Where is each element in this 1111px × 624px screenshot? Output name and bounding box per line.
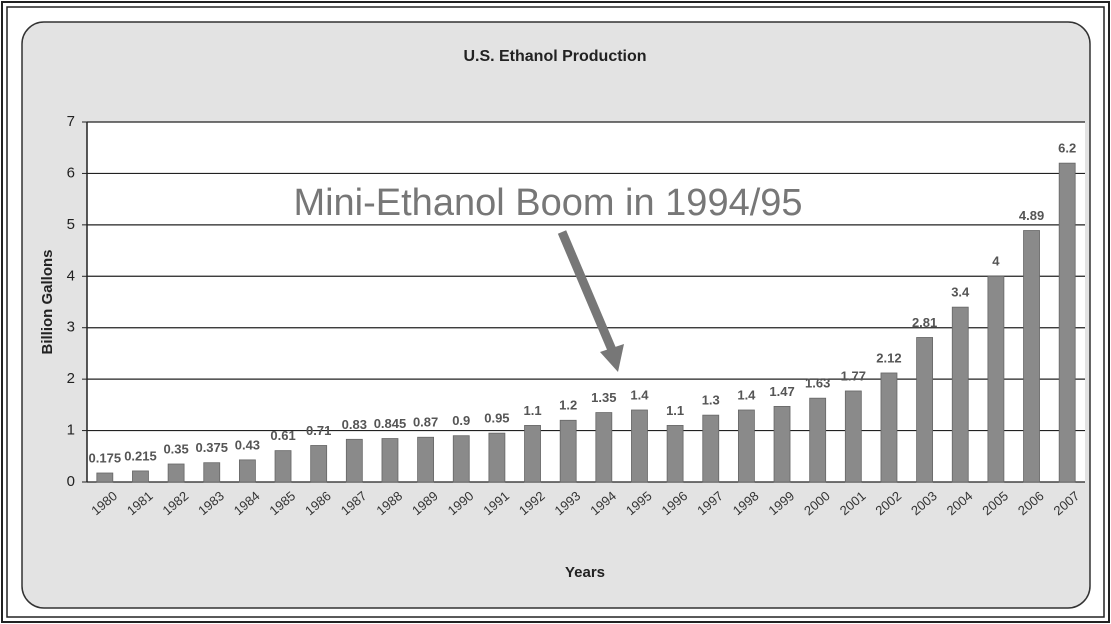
data-label: 1.1 [523,403,541,418]
bar [488,432,506,483]
bar [203,462,221,483]
bar [559,419,577,483]
data-label: 0.215 [124,448,157,463]
data-label: 1.77 [841,368,866,383]
y-tick-label: 2 [67,370,75,387]
y-tick-label: 7 [67,113,75,130]
data-label: 1.63 [805,376,830,391]
data-label: 1.3 [702,393,720,408]
data-label: 6.2 [1058,141,1076,156]
y-tick-label: 6 [67,164,75,181]
bar [916,337,934,483]
bar [524,425,541,483]
y-tick-label: 5 [67,216,75,233]
data-label: 0.61 [270,428,295,443]
bar [1058,162,1076,483]
data-label: 0.87 [413,415,438,430]
bar [987,275,1005,483]
bar [773,405,791,483]
data-label: 0.845 [374,416,407,431]
bar [702,414,720,483]
data-label: 0.375 [195,440,228,455]
data-label: 0.9 [452,413,470,428]
data-label: 2.81 [912,315,937,330]
bar [880,372,898,483]
data-label: 0.95 [484,411,509,426]
data-label: 4.89 [1019,208,1044,223]
bar [595,412,613,483]
bar [310,445,328,483]
bar [666,425,684,483]
annotation: Mini-Ethanol Boom in 1994/95 [293,182,802,224]
data-label: 0.83 [342,417,367,432]
y-axis-label: Billion Gallons [39,249,56,354]
bar [96,472,114,483]
inner-frame [6,6,1105,618]
data-label: 3.4 [951,285,970,300]
data-label: 1.1 [666,403,684,418]
data-label: 4 [992,254,1000,269]
plot-area [87,122,1085,482]
y-tick-label: 3 [67,319,75,336]
data-label: 1.4 [630,387,649,402]
y-tick-label: 0 [67,473,75,490]
bar [167,463,185,483]
data-label: 0.175 [89,450,122,465]
bar [844,390,862,483]
data-label: 1.47 [769,384,794,399]
bar [417,436,435,483]
annotation-arrow [557,230,617,352]
data-label: 0.35 [163,441,188,456]
arrow-head [600,344,624,372]
data-label: 0.71 [306,423,331,438]
data-label: 1.4 [737,387,756,402]
data-label: 1.35 [591,390,616,405]
y-tick-label: 4 [67,267,75,284]
data-label: 2.12 [876,350,901,365]
bar [809,397,827,483]
data-label: 1.2 [559,398,577,413]
x-axis-label: Years [565,564,605,581]
bar [737,409,755,483]
chart-title: U.S. Ethanol Production [463,48,646,65]
bar [381,438,399,483]
bar [951,306,969,483]
bar [345,438,363,483]
bar [238,459,256,483]
bar [1023,230,1040,483]
y-tick-label: 1 [67,422,75,439]
bar [631,409,648,483]
bar [452,435,470,483]
data-label: 0.43 [235,437,260,452]
bar [132,470,149,483]
bar [274,450,292,483]
